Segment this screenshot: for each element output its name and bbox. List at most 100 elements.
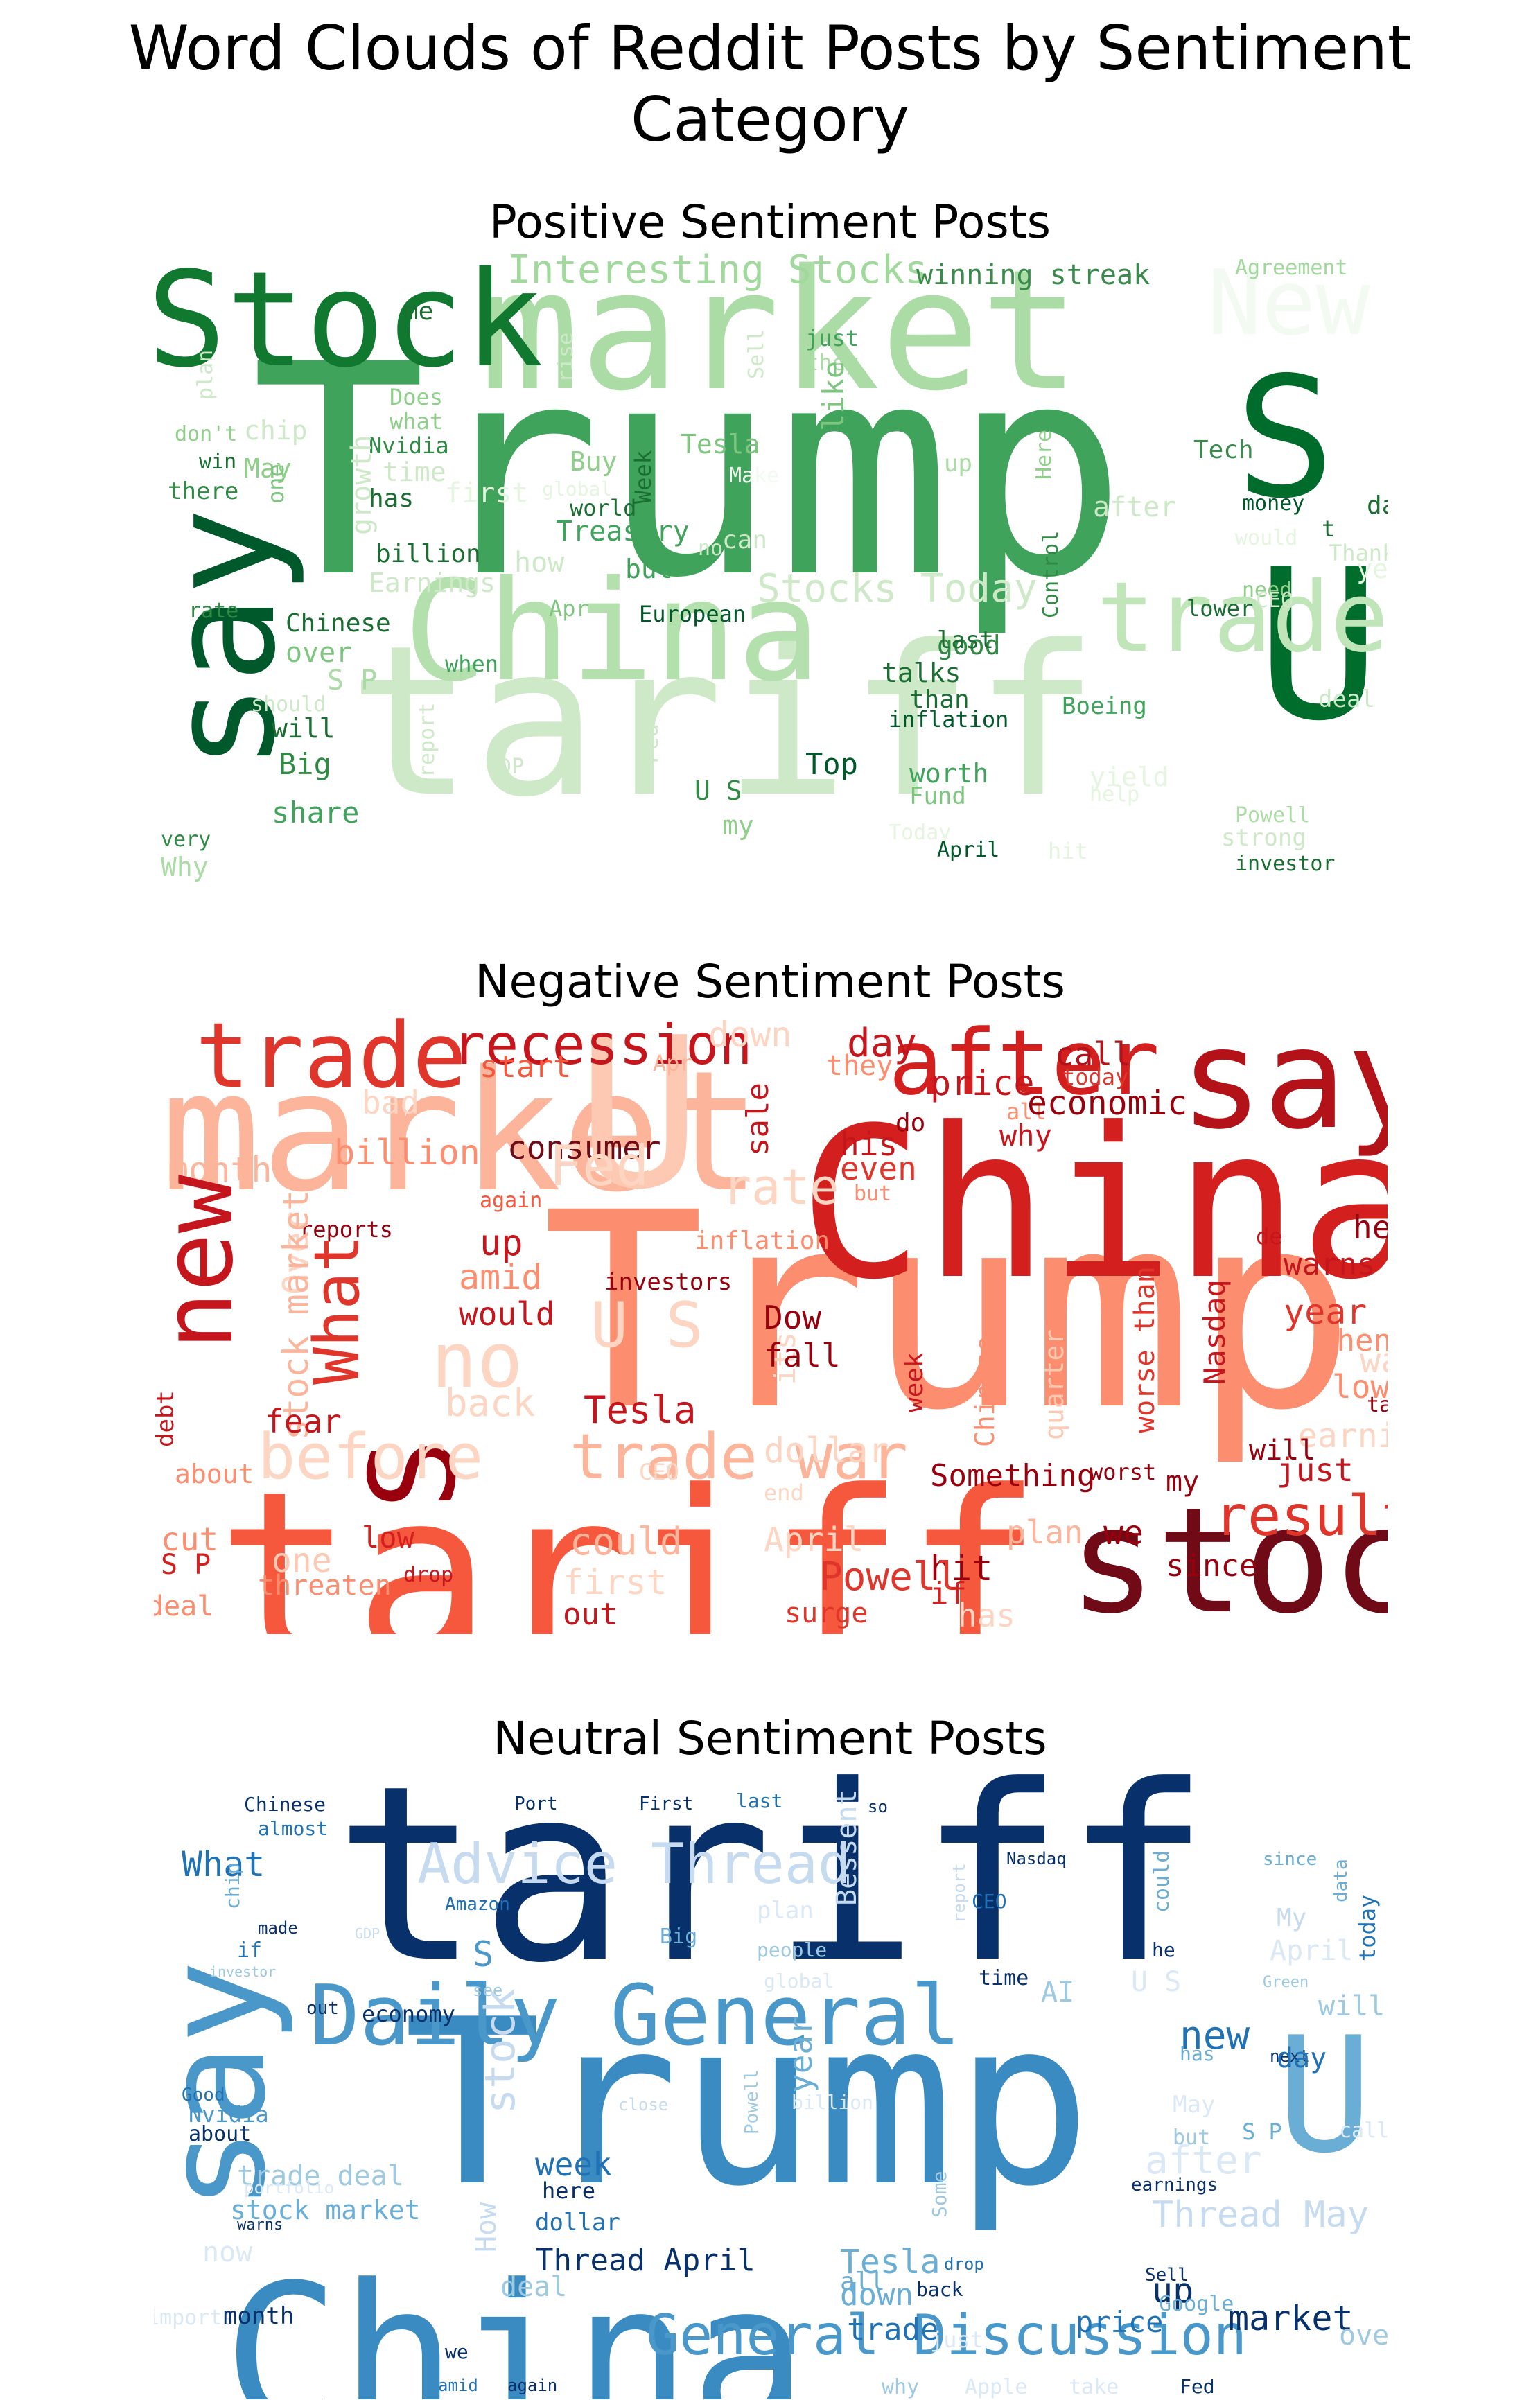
cloud-word: worse than [1129,1266,1161,1433]
cloud-word: warns [237,2216,283,2234]
cloud-word: over [1339,2320,1388,2351]
cloud-word: one [263,464,289,504]
cloud-word: trade [847,2312,939,2347]
cloud-word: yield [1090,762,1169,792]
cloud-word: over [286,637,353,669]
cloud-word: tariff [334,1767,1211,2016]
cloud-word: Green [1263,1974,1309,1991]
cloud-word: Trump [251,303,1128,642]
cloud-word: Fed [549,1134,649,1198]
cloud-word: drop [403,1563,454,1587]
cloud-word: investor [1235,852,1336,876]
cloud-word: help [1090,782,1140,807]
cloud-word: Stocks Today [757,566,1038,611]
cloud-word: Big [279,747,331,781]
cloud-word: How [471,2202,502,2252]
cloud-word: Today [889,821,952,845]
cloud-word: Apr [653,1050,693,1076]
cloud-word: just [930,2327,984,2353]
cloud-word: threaten [258,1570,392,1602]
cloud-word: portfolio [244,2178,335,2198]
cloud-word: day [1277,2042,1327,2074]
cloud-word: if [237,1938,263,1963]
cloud-word: day [847,1021,918,1066]
cloud-word: first [445,478,529,509]
cloud-word: market [480,251,1080,428]
cloud-word: Apr [549,595,589,622]
cloud-word: Tesla [584,1388,697,1432]
cloud-word: next [1270,2047,1310,2066]
cloud-word: stock [1069,1476,1388,1634]
cloud-word: Buy [570,446,618,477]
cloud-word: plan [1006,1514,1083,1551]
cloud-word: Advice Thread [417,1832,852,1896]
cloud-word: take [1069,2375,1119,2399]
cloud-word: up [480,1223,523,1264]
cloud-word: billion [334,1132,480,1173]
cloud-word: Make [729,464,780,488]
cloud-word: again [507,2376,558,2395]
cloud-word: like [816,360,850,431]
cloud-word: When [1318,1323,1388,1358]
cloud-word: week [900,1352,929,1412]
cloud-word: Big [660,1925,698,1949]
cloud-word: call [1055,1035,1132,1073]
cloud-word: Agreement [1235,256,1348,280]
cloud-word: amid [459,1257,543,1297]
cloud-word: Daily General [310,1968,961,2065]
cloud-word: strong [1221,824,1306,852]
cloud-word: U [1277,2004,1373,2189]
cloud-word: Nvidia [189,2101,269,2128]
cloud-word: Powell [1235,803,1311,827]
cloud-word: amid [438,2376,478,2395]
cloud-word: year [782,2016,819,2093]
cloud-word: would [459,1295,555,1333]
cloud-word: about [175,1459,254,1489]
cloud-word: My [1277,1904,1307,1932]
cloud-word: hit [1048,838,1088,864]
cloud-word: plan [757,1897,814,1925]
cloud-word: up [1152,2270,1194,2311]
cloud-word: investor [209,1963,277,1980]
cloud-word: deal [154,1591,214,1622]
positive-panel-title: Positive Sentiment Posts [489,195,1051,249]
cloud-word: data [1331,1859,1351,1902]
cloud-word: de [1256,1223,1283,1250]
cloud-word: winning streak [916,259,1150,291]
cloud-word: time [383,457,446,487]
cloud-word: Trump [403,1970,1092,2236]
cloud-word: out [563,1597,618,1632]
cloud-word: rate [189,599,239,623]
cloud-word: U S [590,1289,703,1362]
cloud-word: has [958,1597,1016,1634]
cloud-word: almost [258,1817,329,1840]
cloud-word: would [1235,526,1298,550]
cloud-word: Thread May [1152,2194,1370,2236]
cloud-word: S [1235,341,1336,535]
cloud-word: bad [362,1084,420,1121]
cloud-word: tariff [348,601,1099,843]
neutral-panel-title: Neutral Sentiment Posts [493,1712,1047,1765]
cloud-word: Sell [1145,2265,1189,2286]
cloud-word: consumer [507,1129,661,1166]
cloud-word: Powell [819,1554,960,1600]
cloud-word: could [1150,1850,1174,1913]
cloud-word: dollar [535,2209,620,2236]
cloud-word: First [639,1794,694,1814]
cloud-word: Control [1039,530,1063,618]
cloud-word: market [161,1035,762,1229]
cloud-word: CEO [972,1890,1007,1913]
cloud-word: day [1367,491,1388,520]
cloud-word: talks [882,658,961,688]
cloud-word: first [563,1562,667,1602]
figure-title: Word Clouds of Reddit Posts by Sentiment… [128,12,1412,155]
cloud-word: Tesla [681,429,760,459]
cloud-word: trade deal [237,2160,404,2192]
cloud-word: share [272,796,360,830]
cloud-word: recession [452,1013,753,1077]
cloud-word: don't [175,422,238,446]
cloud-word: New [1207,251,1370,356]
cloud-word: Thank [1329,540,1388,566]
cloud-word: Treasury [556,516,690,548]
cloud-word: how [514,547,565,579]
